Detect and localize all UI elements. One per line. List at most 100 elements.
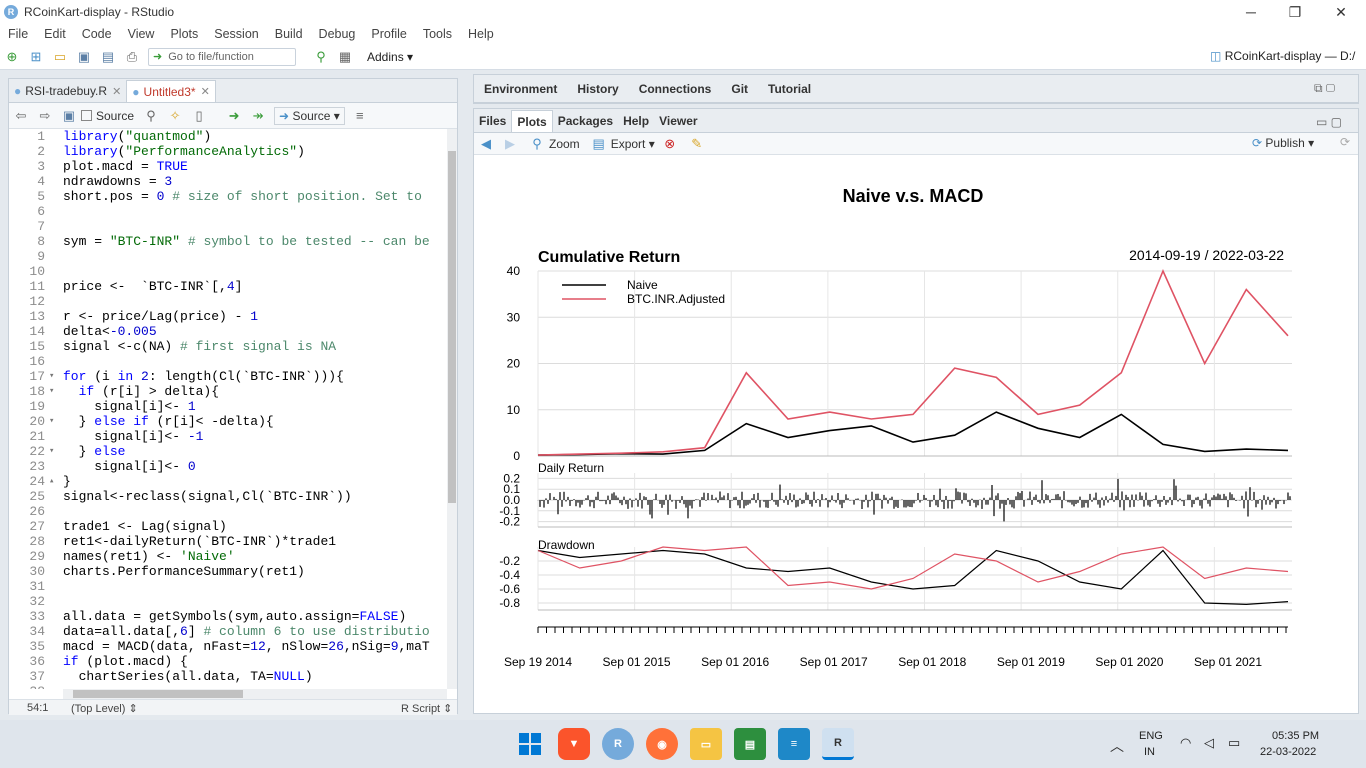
menu-help[interactable]: Help	[468, 27, 494, 41]
code-line[interactable]: 16	[9, 354, 447, 369]
close-button[interactable]: ✕	[1335, 3, 1347, 20]
minimize-pane-icon[interactable]: ▭ ▢	[1316, 115, 1343, 129]
code-line[interactable]: 37 chartSeries(all.data, TA=NULL)	[9, 669, 447, 684]
code-line[interactable]: 20 ▾ } else if (r[i]< -delta){	[9, 414, 447, 429]
source-on-save-checkbox[interactable]	[81, 110, 92, 121]
tab-viewer[interactable]: Viewer	[659, 114, 698, 128]
rstudio-taskbar-icon[interactable]: R	[822, 728, 854, 760]
code-line[interactable]: 18 ▾ if (r[i] > delta){	[9, 384, 447, 399]
menu-view[interactable]: View	[127, 27, 155, 41]
code-line[interactable]: 9	[9, 249, 447, 264]
code-line[interactable]: 30 charts.PerformanceSummary(ret1)	[9, 564, 447, 579]
wifi-icon[interactable]: ◠	[1180, 735, 1192, 750]
volume-icon[interactable]: ◁	[1204, 735, 1214, 750]
forward-arrow-icon[interactable]: ⇨	[39, 107, 51, 123]
prev-plot-icon[interactable]: ◀	[481, 135, 491, 151]
zoom-button[interactable]: Zoom	[549, 136, 580, 151]
git-icon[interactable]: ⚲	[316, 48, 326, 64]
code-line[interactable]: 35 macd = MACD(data, nFast=12, nSlow=26,n…	[9, 639, 447, 654]
code-line[interactable]: 12	[9, 294, 447, 309]
close-tab-icon[interactable]: ✕	[112, 85, 122, 98]
spreadsheet-icon[interactable]: ▤	[734, 728, 766, 760]
code-line[interactable]: 8 sym = "BTC-INR" # symbol to be tested -…	[9, 234, 447, 249]
code-line[interactable]: 3 plot.macd = TRUE	[9, 159, 447, 174]
code-line[interactable]: 25 signal<-reclass(signal,Cl(`BTC-INR`))	[9, 489, 447, 504]
code-line[interactable]: 26	[9, 504, 447, 519]
r-app-icon[interactable]: R	[602, 728, 634, 760]
fold-toggle-icon[interactable]: ▾	[49, 371, 55, 381]
code-line[interactable]: 28 ret1<-dailyReturn(`BTC-INR`)*trade1	[9, 534, 447, 549]
menu-file[interactable]: File	[8, 27, 29, 41]
clock-date[interactable]: 22-03-2022	[1260, 746, 1317, 758]
clear-plots-icon[interactable]: ✎	[691, 135, 703, 151]
next-plot-icon[interactable]: ▶	[505, 135, 515, 151]
code-line[interactable]: 2 library("PerformanceAnalytics")	[9, 144, 447, 159]
menu-build[interactable]: Build	[274, 27, 303, 41]
code-line[interactable]: 7	[9, 219, 447, 234]
code-line[interactable]: 19 signal[i]<- 1	[9, 399, 447, 414]
code-line[interactable]: 38	[9, 684, 447, 689]
save-all-icon[interactable]: ▤	[101, 48, 115, 64]
code-line[interactable]: 21 signal[i]<- -1	[9, 429, 447, 444]
restore-pane-icon[interactable]: ⧉ ▢	[1314, 81, 1336, 95]
code-line[interactable]: 17 ▾ for (i in 2: length(Cl(`BTC-INR`))){	[9, 369, 447, 384]
chevron-up-icon[interactable]: ︿	[1110, 738, 1124, 754]
menu-tools[interactable]: Tools	[422, 27, 453, 41]
run-icon[interactable]: ➜	[228, 107, 240, 123]
tab-environment[interactable]: Environment	[484, 81, 558, 96]
tab-plots[interactable]: Plots	[511, 110, 553, 132]
code-line[interactable]: 11 price <- `BTC-INR`[,4]	[9, 279, 447, 294]
code-line[interactable]: 33 all.data = getSymbols(sym,auto.assign=…	[9, 609, 447, 624]
tab-rsi-tradebuy[interactable]: ● RSI-tradebuy.R ✕	[9, 80, 126, 102]
code-line[interactable]: 10	[9, 264, 447, 279]
zoom-icon[interactable]: ⚲	[532, 135, 542, 151]
tab-history[interactable]: History	[577, 81, 619, 96]
fold-toggle-icon[interactable]: ▾	[49, 386, 55, 396]
menu-plots[interactable]: Plots	[170, 27, 199, 41]
code-line[interactable]: 13 r <- price/Lag(price) - 1	[9, 309, 447, 324]
print-icon[interactable]: ⎙	[126, 48, 138, 64]
open-folder-icon[interactable]: ▭	[53, 48, 67, 64]
menu-profile[interactable]: Profile	[371, 27, 407, 41]
brave-icon[interactable]: ▼	[558, 728, 590, 760]
outline-icon[interactable]: ≡	[356, 108, 364, 123]
code-line[interactable]: 1 library("quantmod")	[9, 129, 447, 144]
vertical-scroll-thumb[interactable]	[448, 151, 456, 503]
code-line[interactable]: 5 short.pos = 0 # size of short position.…	[9, 189, 447, 204]
menu-debug[interactable]: Debug	[318, 27, 356, 41]
code-line[interactable]: 24 ▴}	[9, 474, 447, 489]
maximize-button[interactable]: ❐	[1288, 3, 1302, 20]
horizontal-scroll-thumb[interactable]	[73, 690, 243, 698]
tab-tutorial[interactable]: Tutorial	[768, 81, 812, 96]
tab-untitled3[interactable]: ● Untitled3* ✕	[126, 80, 216, 102]
code-line[interactable]: 36 if (plot.macd) {	[9, 654, 447, 669]
addins-menu[interactable]: Addins ▾	[367, 49, 414, 64]
refresh-icon[interactable]: ⟳	[1340, 135, 1351, 149]
tab-help[interactable]: Help	[623, 114, 650, 128]
close-tab-icon[interactable]: ✕	[200, 86, 210, 98]
menu-edit[interactable]: Edit	[44, 27, 66, 41]
vertical-scrollbar[interactable]	[447, 129, 457, 689]
code-line[interactable]: 31	[9, 579, 447, 594]
filetype-selector[interactable]: R Script ⇕	[401, 703, 453, 715]
horizontal-scrollbar[interactable]	[63, 689, 447, 699]
menu-session[interactable]: Session	[214, 27, 259, 41]
code-line[interactable]: 14 delta<-0.005	[9, 324, 447, 339]
code-line[interactable]: 6	[9, 204, 447, 219]
save-icon[interactable]: ▣	[77, 48, 91, 64]
export-icon[interactable]: ▤	[592, 135, 605, 151]
rerun-icon[interactable]: ↠	[252, 107, 264, 123]
scope-selector[interactable]: (Top Level) ⇕	[71, 703, 138, 715]
code-line[interactable]: 4 ndrawdowns = 3	[9, 174, 447, 189]
compile-report-icon[interactable]: ▯	[195, 107, 203, 123]
fold-toggle-icon[interactable]: ▴	[49, 476, 55, 486]
menu-code[interactable]: Code	[81, 27, 112, 41]
code-line[interactable]: 15 signal <-c(NA) # first signal is NA	[9, 339, 447, 354]
remove-plot-icon[interactable]: ⊗	[664, 135, 676, 151]
code-area[interactable]: 1 library("quantmod") 2 library("Performanc…	[9, 129, 447, 689]
project-menu[interactable]: ◫ RCoinKart-display — D:/	[1210, 49, 1355, 63]
grid-layout-icon[interactable]: ▦	[338, 48, 352, 64]
back-arrow-icon[interactable]: ⇦	[15, 107, 27, 123]
code-line[interactable]: 29 names(ret1) <- 'Naive'	[9, 549, 447, 564]
region-label[interactable]: IN	[1144, 746, 1155, 758]
